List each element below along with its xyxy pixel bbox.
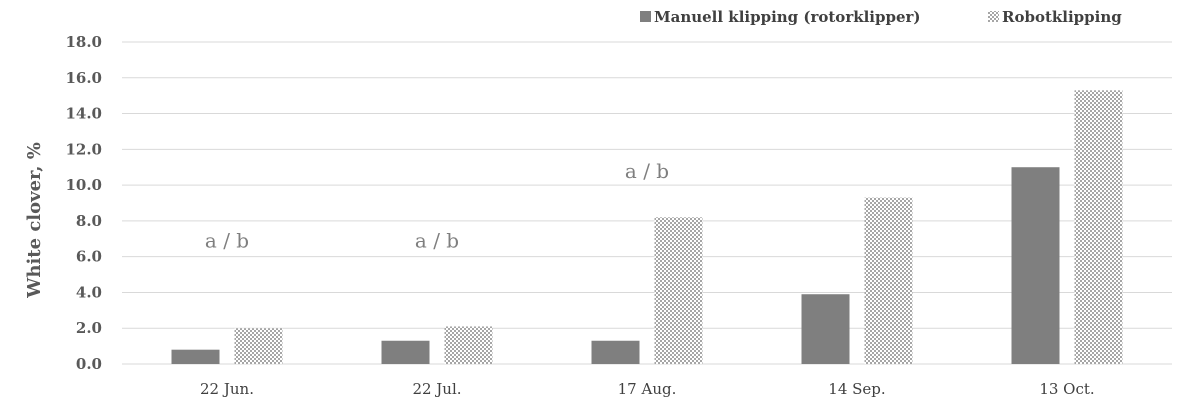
bar-robot [1074,90,1123,365]
y-tick-label: 0.0 [76,355,102,373]
x-tick-label: 22 Jul. [412,380,461,398]
y-tick-label: 4.0 [76,283,102,301]
x-axis-ticks: 22 Jun. 22 Jul. 17 Aug. 14 Sep. 13 Oct. [200,380,1095,398]
y-axis-ticks: 0.0 2.0 4.0 6.0 8.0 10.0 12.0 14.0 16.0 18.0 [65,33,102,373]
x-tick-label: 22 Jun. [200,380,254,398]
legend-swatch-robot [988,11,999,22]
legend-label-robot: Robotklipping [1002,8,1122,26]
bar-robot [654,217,703,364]
x-tick-label: 17 Aug. [618,380,677,398]
y-tick-label: 2.0 [76,319,102,337]
significance-annotation: a / b [205,229,249,253]
bar-manuell [801,294,850,364]
x-tick-label: 14 Sep. [828,380,885,398]
gridlines [122,41,1172,365]
bars [171,90,1123,365]
bar-robot [444,326,493,364]
x-tick-label: 13 Oct. [1039,380,1094,398]
bar-manuell [171,349,220,364]
bar-manuell [381,340,430,364]
significance-annotation: a / b [415,229,459,253]
bar-manuell [591,340,640,364]
legend-label-manuell: Manuell klipping (rotorklipper) [654,8,921,26]
legend: Manuell klipping (rotorklipper) Robotkli… [640,8,1122,26]
y-tick-label: 10.0 [65,176,102,194]
y-tick-label: 12.0 [65,140,102,158]
bar-robot [864,197,913,364]
annotations: a / b a / b a / b [205,159,669,253]
y-tick-label: 6.0 [76,248,102,266]
y-tick-label: 8.0 [76,212,102,230]
bar-manuell [1011,167,1060,364]
legend-swatch-manuell [640,11,651,22]
y-axis-label: White clover, % [24,142,45,299]
y-tick-label: 18.0 [65,33,102,51]
significance-annotation: a / b [625,159,669,183]
y-tick-label: 14.0 [65,105,102,123]
y-tick-label: 16.0 [65,69,102,87]
bar-robot [234,328,283,364]
